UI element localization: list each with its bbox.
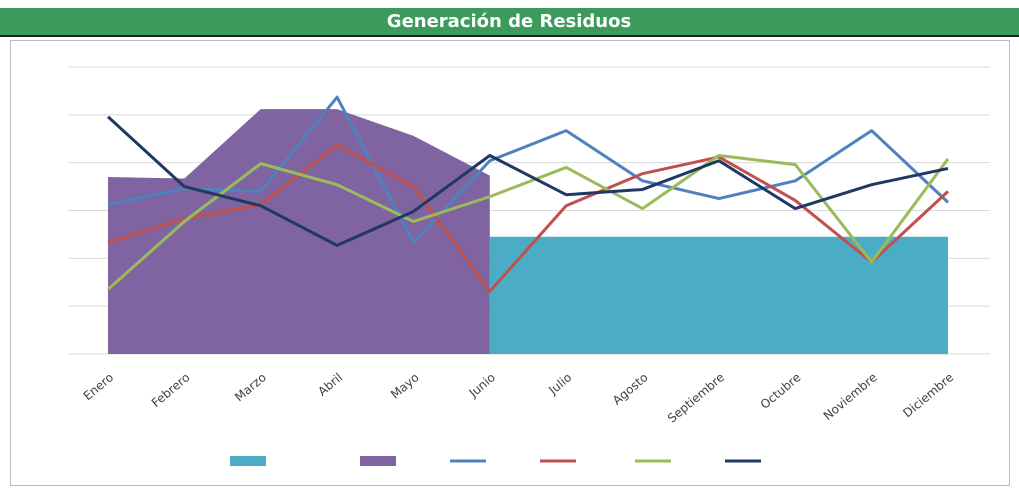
title-bar bbox=[0, 8, 1019, 36]
line bbox=[107, 153, 950, 291]
area bbox=[489, 236, 948, 354]
line bbox=[107, 143, 950, 293]
line bbox=[106, 115, 949, 247]
legend-swatch bbox=[360, 456, 396, 466]
chart-title: Generación de Residuos bbox=[387, 11, 631, 32]
line bbox=[107, 95, 950, 245]
legend-swatch bbox=[230, 456, 266, 466]
area bbox=[108, 109, 490, 355]
